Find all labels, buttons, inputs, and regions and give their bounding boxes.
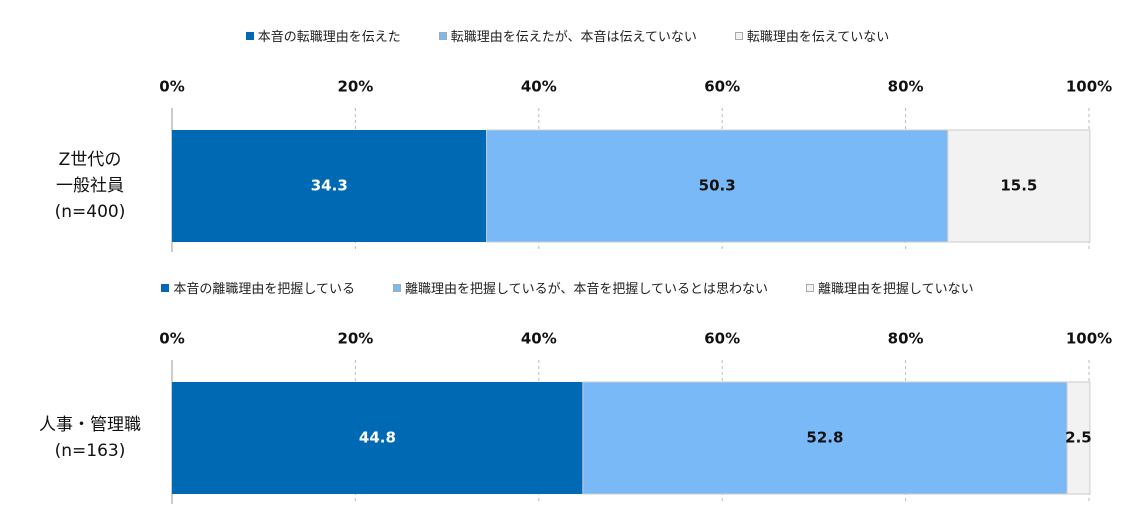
x-tick-label: 20% bbox=[337, 78, 373, 96]
legend-marker bbox=[161, 283, 170, 292]
legend-item: 本音の離職理由を把握している bbox=[161, 278, 355, 297]
legend-item: 本音の転職理由を伝えた bbox=[245, 26, 401, 45]
legend-marker bbox=[438, 31, 447, 40]
category-label: Z世代の 一般社員 (n=400) bbox=[54, 150, 126, 222]
legend-label: 離職理由を把握しているが、本音を把握しているとは思わない bbox=[405, 282, 768, 297]
data-label: 44.8 bbox=[359, 429, 396, 447]
x-tick-label: 100% bbox=[1066, 78, 1112, 96]
legend-marker bbox=[805, 283, 814, 292]
legend-item: 離職理由を把握しているが、本音を把握しているとは思わない bbox=[393, 278, 768, 297]
legend-item: 転職理由を伝えていない bbox=[734, 26, 890, 45]
x-tick-label: 80% bbox=[888, 330, 924, 348]
legend: 本音の転職理由を伝えた 転職理由を伝えたが、本音は伝えていない 転職理由を伝えていな… bbox=[0, 26, 1135, 45]
data-label: 15.5 bbox=[1000, 177, 1037, 195]
legend: 本音の離職理由を把握している 離職理由を把握しているが、本音を把握しているとは思わ… bbox=[0, 278, 1135, 297]
bar-segment bbox=[1066, 381, 1091, 495]
x-tick-label: 60% bbox=[704, 78, 740, 96]
legend-label: 本音の離職理由を把握している bbox=[173, 282, 356, 297]
data-label: 52.8 bbox=[806, 429, 843, 447]
x-tick-label: 0% bbox=[159, 78, 184, 96]
data-label: 2.5 bbox=[1065, 429, 1092, 447]
legend-marker bbox=[245, 31, 254, 40]
x-tick-label: 100% bbox=[1066, 330, 1112, 348]
x-tick-label: 20% bbox=[337, 330, 373, 348]
x-tick-label: 80% bbox=[888, 78, 924, 96]
x-tick-label: 40% bbox=[521, 330, 557, 348]
legend-item: 離職理由を把握していない bbox=[805, 278, 974, 297]
x-tick-label: 40% bbox=[521, 78, 557, 96]
legend-label: 転職理由を伝えたが、本音は伝えていない bbox=[450, 30, 697, 45]
legend-marker bbox=[393, 283, 402, 292]
legend-marker bbox=[734, 31, 743, 40]
data-label: 34.3 bbox=[311, 177, 348, 195]
bar-segment bbox=[947, 129, 1091, 243]
bar-segment bbox=[172, 382, 583, 494]
x-tick-label: 0% bbox=[159, 330, 184, 348]
x-tick-label: 60% bbox=[704, 330, 740, 348]
bar-segment bbox=[172, 130, 487, 242]
legend-label: 離職理由を把握していない bbox=[817, 282, 974, 297]
bar-segment bbox=[582, 381, 1068, 495]
legend-item: 転職理由を伝えたが、本音は伝えていない bbox=[438, 26, 697, 45]
legend-label: 本音の転職理由を伝えた bbox=[257, 30, 401, 45]
legend-label: 転職理由を伝えていない bbox=[746, 30, 890, 45]
data-label: 50.3 bbox=[699, 177, 736, 195]
category-label: 人事・管理職 (n=163) bbox=[39, 415, 141, 461]
